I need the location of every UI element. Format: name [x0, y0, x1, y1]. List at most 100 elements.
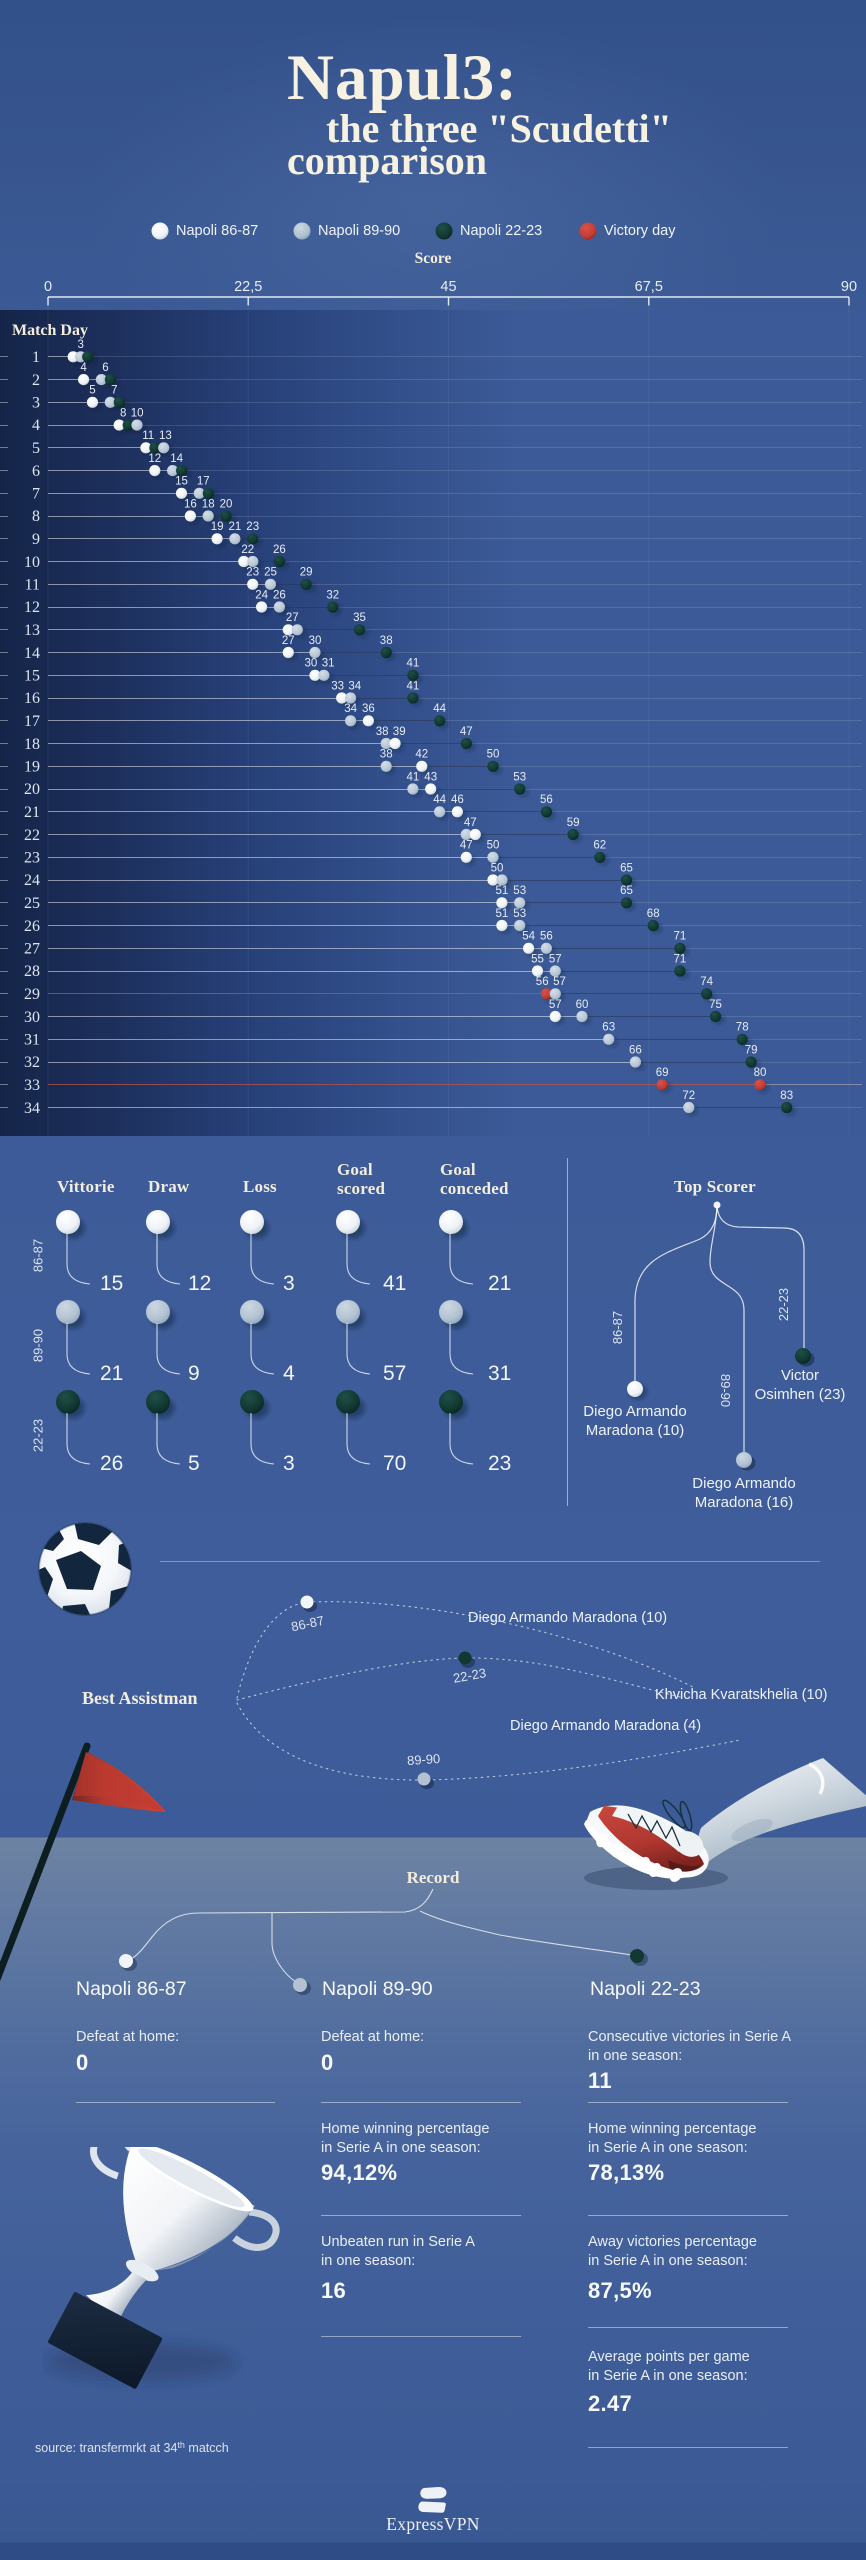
svg-text:38: 38 [380, 635, 393, 647]
svg-text:27: 27 [286, 612, 299, 624]
svg-text:41: 41 [407, 680, 420, 692]
svg-text:22: 22 [241, 544, 254, 556]
svg-text:51: 51 [496, 885, 509, 897]
svg-text:28: 28 [24, 963, 40, 980]
svg-text:50: 50 [487, 840, 500, 852]
svg-text:66: 66 [629, 1045, 642, 1057]
svg-text:10: 10 [131, 407, 144, 419]
svg-text:41: 41 [407, 771, 420, 783]
svg-text:67,5: 67,5 [635, 279, 663, 295]
svg-text:65: 65 [620, 862, 633, 874]
svg-text:71: 71 [674, 931, 687, 943]
svg-text:14: 14 [170, 453, 183, 465]
svg-text:47: 47 [464, 817, 477, 829]
svg-text:71: 71 [674, 953, 687, 965]
svg-text:17: 17 [24, 713, 40, 730]
svg-text:14: 14 [24, 645, 40, 662]
svg-text:33: 33 [24, 1077, 40, 1094]
svg-text:44: 44 [433, 703, 446, 715]
svg-text:21: 21 [229, 521, 242, 533]
svg-text:13: 13 [159, 430, 172, 442]
svg-text:43: 43 [424, 771, 437, 783]
svg-text:30: 30 [305, 658, 318, 670]
svg-text:72: 72 [682, 1090, 695, 1102]
svg-text:5: 5 [89, 385, 95, 397]
svg-text:46: 46 [451, 794, 464, 806]
svg-text:13: 13 [24, 622, 40, 639]
svg-text:26: 26 [24, 918, 40, 935]
svg-text:17: 17 [197, 476, 210, 488]
svg-text:44: 44 [433, 794, 446, 806]
svg-text:29: 29 [24, 986, 40, 1003]
svg-text:32: 32 [24, 1054, 40, 1071]
svg-text:24: 24 [24, 872, 40, 889]
svg-text:0: 0 [44, 279, 52, 295]
svg-text:11: 11 [142, 430, 154, 442]
svg-text:38: 38 [380, 749, 393, 761]
svg-text:63: 63 [602, 1022, 615, 1034]
svg-text:68: 68 [647, 908, 660, 920]
svg-text:34: 34 [24, 1100, 40, 1117]
svg-text:20: 20 [220, 498, 233, 510]
svg-text:4: 4 [32, 417, 40, 434]
svg-text:80: 80 [754, 1067, 767, 1079]
svg-text:7: 7 [111, 385, 117, 397]
svg-text:62: 62 [593, 840, 606, 852]
svg-text:83: 83 [780, 1090, 793, 1102]
svg-text:56: 56 [536, 976, 549, 988]
svg-text:31: 31 [24, 1032, 40, 1049]
svg-text:34: 34 [344, 703, 357, 715]
svg-text:56: 56 [540, 931, 553, 943]
svg-text:12: 12 [24, 599, 40, 616]
svg-text:29: 29 [300, 567, 313, 579]
svg-text:35: 35 [353, 612, 366, 624]
svg-text:55: 55 [531, 953, 544, 965]
svg-text:11: 11 [25, 577, 40, 594]
svg-text:60: 60 [576, 999, 589, 1011]
svg-text:25: 25 [24, 895, 40, 912]
svg-text:34: 34 [348, 680, 361, 692]
svg-text:20: 20 [24, 781, 40, 798]
svg-text:41: 41 [407, 658, 420, 670]
svg-text:57: 57 [549, 953, 562, 965]
svg-text:18: 18 [202, 498, 215, 510]
svg-text:23: 23 [246, 567, 259, 579]
svg-text:9: 9 [32, 531, 40, 548]
svg-text:18: 18 [24, 736, 40, 753]
svg-text:27: 27 [282, 635, 295, 647]
svg-text:59: 59 [567, 817, 580, 829]
svg-text:21: 21 [24, 804, 40, 821]
svg-text:90: 90 [841, 279, 857, 295]
svg-text:54: 54 [522, 931, 535, 943]
svg-text:12: 12 [148, 453, 161, 465]
svg-text:53: 53 [513, 771, 526, 783]
svg-text:53: 53 [513, 908, 526, 920]
svg-text:75: 75 [709, 999, 722, 1011]
svg-text:53: 53 [513, 885, 526, 897]
svg-text:30: 30 [24, 1009, 40, 1026]
svg-text:30: 30 [309, 635, 322, 647]
svg-text:78: 78 [736, 1022, 749, 1034]
svg-text:19: 19 [24, 759, 40, 776]
svg-text:8: 8 [120, 407, 126, 419]
svg-text:57: 57 [549, 999, 562, 1011]
svg-text:3: 3 [32, 395, 40, 412]
svg-text:6: 6 [102, 362, 108, 374]
svg-text:22: 22 [24, 827, 40, 844]
svg-text:5: 5 [32, 440, 40, 457]
svg-text:32: 32 [326, 589, 339, 601]
svg-text:2: 2 [32, 372, 40, 389]
svg-text:25: 25 [264, 567, 277, 579]
svg-text:19: 19 [211, 521, 224, 533]
svg-text:16: 16 [24, 690, 40, 707]
svg-text:39: 39 [393, 726, 406, 738]
svg-text:8: 8 [32, 508, 40, 525]
svg-text:69: 69 [656, 1067, 669, 1079]
svg-text:7: 7 [32, 486, 40, 503]
svg-text:47: 47 [460, 840, 473, 852]
svg-text:65: 65 [620, 885, 633, 897]
svg-text:57: 57 [553, 976, 566, 988]
svg-text:51: 51 [496, 908, 509, 920]
svg-text:15: 15 [24, 668, 40, 685]
svg-text:16: 16 [184, 498, 197, 510]
